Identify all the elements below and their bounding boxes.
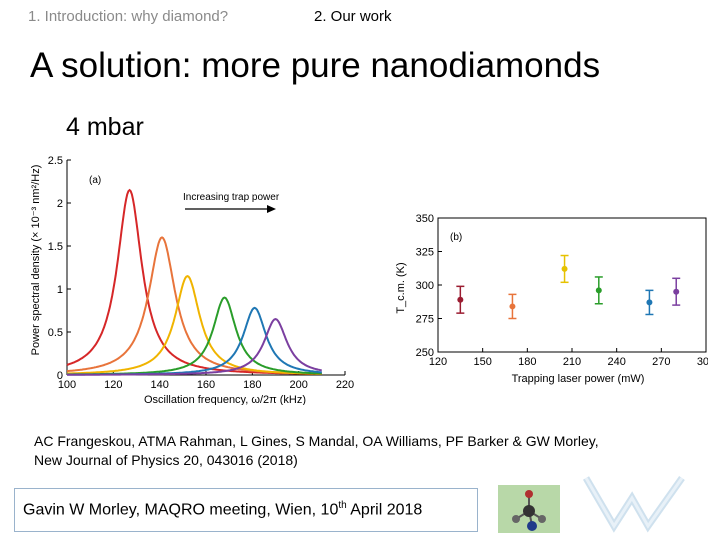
chart-a-y-tick-label: 2 (57, 198, 63, 210)
chart-b-x-tick-label: 120 (429, 356, 447, 368)
chart-a-annotation: Increasing trap power (183, 192, 280, 203)
chart-b-ylabel: T_c.m. (K) (395, 262, 407, 313)
chart-b-point-2 (509, 303, 516, 310)
chart-a-series-line-2 (66, 236, 322, 375)
molecule-image (498, 485, 560, 533)
logo-w-highlight (584, 477, 684, 529)
chart-b-y-tick-label: 275 (416, 314, 434, 326)
molecule-atom-center (523, 505, 535, 517)
footer-text-end: April 2018 (346, 501, 423, 519)
chart-b-y-tick-label: 350 (416, 213, 434, 225)
chart-a-psd: 100 120 140 160 180 200 220 0 0.5 1 1.5 2 2.5 (a) In… (30, 155, 354, 405)
chart-b-point-1 (457, 296, 464, 303)
chart-b-y-tick-label: 325 (416, 247, 434, 259)
molecule-atom-left (512, 515, 520, 523)
university-logo (582, 475, 685, 533)
chart-b-point-5 (646, 299, 653, 306)
chart-b-panel-label: (b) (450, 232, 462, 243)
chart-a-series-line-3 (66, 274, 322, 375)
chart-a-panel-label: (a) (89, 175, 101, 186)
chart-b-y-tick-label: 250 (416, 347, 434, 359)
footer-text-main: Gavin W Morley, MAQRO meeting, Wien, 10 (23, 501, 339, 519)
chart-a-xlabel: Oscillation frequency, ω/2π (kHz) (144, 394, 306, 405)
chart-a-x-tick-label: 100 (58, 379, 76, 391)
chart-b-x-tick-label: 300 (697, 356, 708, 368)
chart-b-x-tick-label: 150 (473, 356, 491, 368)
chart-b-xlabel: Trapping laser power (mW) (512, 373, 645, 385)
slide-title: A solution: more pure nanodiamonds (30, 46, 601, 85)
footer-text-sup: th (338, 500, 347, 511)
chart-b-axes: 120 150 180 210 240 270 300 250 275 300 325 350 (416, 213, 708, 368)
chart-a-ylabel: Power spectral density (× 10⁻³ nm²/Hz) (30, 165, 42, 356)
chart-a-series-line-6 (66, 318, 322, 376)
footer-text: Gavin W Morley, MAQRO meeting, Wien, 10t… (23, 500, 422, 519)
citation-line-journal: New Journal of Physics 20, 043016 (2018) (34, 452, 298, 468)
chart-b-y-tick-label: 300 (416, 280, 434, 292)
chart-a-series-group (66, 188, 322, 376)
chart-a-y-tick-label: 0.5 (48, 327, 63, 339)
chart-b-point-3 (561, 265, 568, 272)
chart-a-y-tick-label: 0 (57, 370, 63, 382)
citation-line-authors: AC Frangeskou, ATMA Rahman, L Gines, S M… (34, 433, 599, 449)
chart-b-x-tick-label: 240 (607, 356, 625, 368)
chart-b-frame (437, 217, 707, 353)
chart-a-x-tick-label: 200 (289, 379, 307, 391)
slide-subtitle: 4 mbar (66, 113, 144, 141)
chart-b-point-4 (595, 287, 602, 294)
nav-item-our-work[interactable]: 2. Our work (314, 8, 392, 25)
molecule-atom-bottom (527, 521, 537, 531)
chart-b-x-tick-label: 180 (518, 356, 536, 368)
chart-a-arrow-head (267, 205, 276, 213)
footer-box: Gavin W Morley, MAQRO meeting, Wien, 10t… (14, 488, 478, 532)
nav-item-introduction[interactable]: 1. Introduction: why diamond? (28, 8, 229, 25)
chart-b-x-tick-label: 210 (563, 356, 581, 368)
chart-a-x-tick-label: 140 (150, 379, 168, 391)
chart-a-x-tick-label: 160 (197, 379, 215, 391)
chart-a-y-tick-label: 2.5 (48, 155, 63, 167)
chart-b-point-6 (673, 288, 680, 295)
chart-a-x-tick-label: 180 (243, 379, 261, 391)
chart-a-x-tick-label: 120 (104, 379, 122, 391)
molecule-atom-top (525, 490, 533, 498)
chart-b-temperature: 120 150 180 210 240 270 300 250 275 300 325 350 (b)… (395, 213, 708, 385)
chart-a-x-tick-label: 220 (336, 379, 354, 391)
chart-a-y-tick-label: 1.5 (48, 241, 63, 253)
citation: AC Frangeskou, ATMA Rahman, L Gines, S M… (34, 432, 684, 470)
molecule-atom-right (538, 515, 546, 523)
chart-b-x-tick-label: 270 (652, 356, 670, 368)
chart-a-y-tick-label: 1 (57, 284, 63, 296)
chart-b-points-group (456, 254, 681, 320)
